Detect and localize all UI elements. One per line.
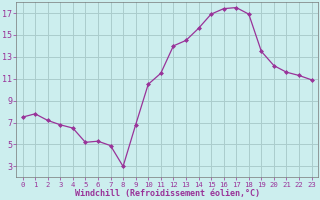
X-axis label: Windchill (Refroidissement éolien,°C): Windchill (Refroidissement éolien,°C) [75, 189, 260, 198]
